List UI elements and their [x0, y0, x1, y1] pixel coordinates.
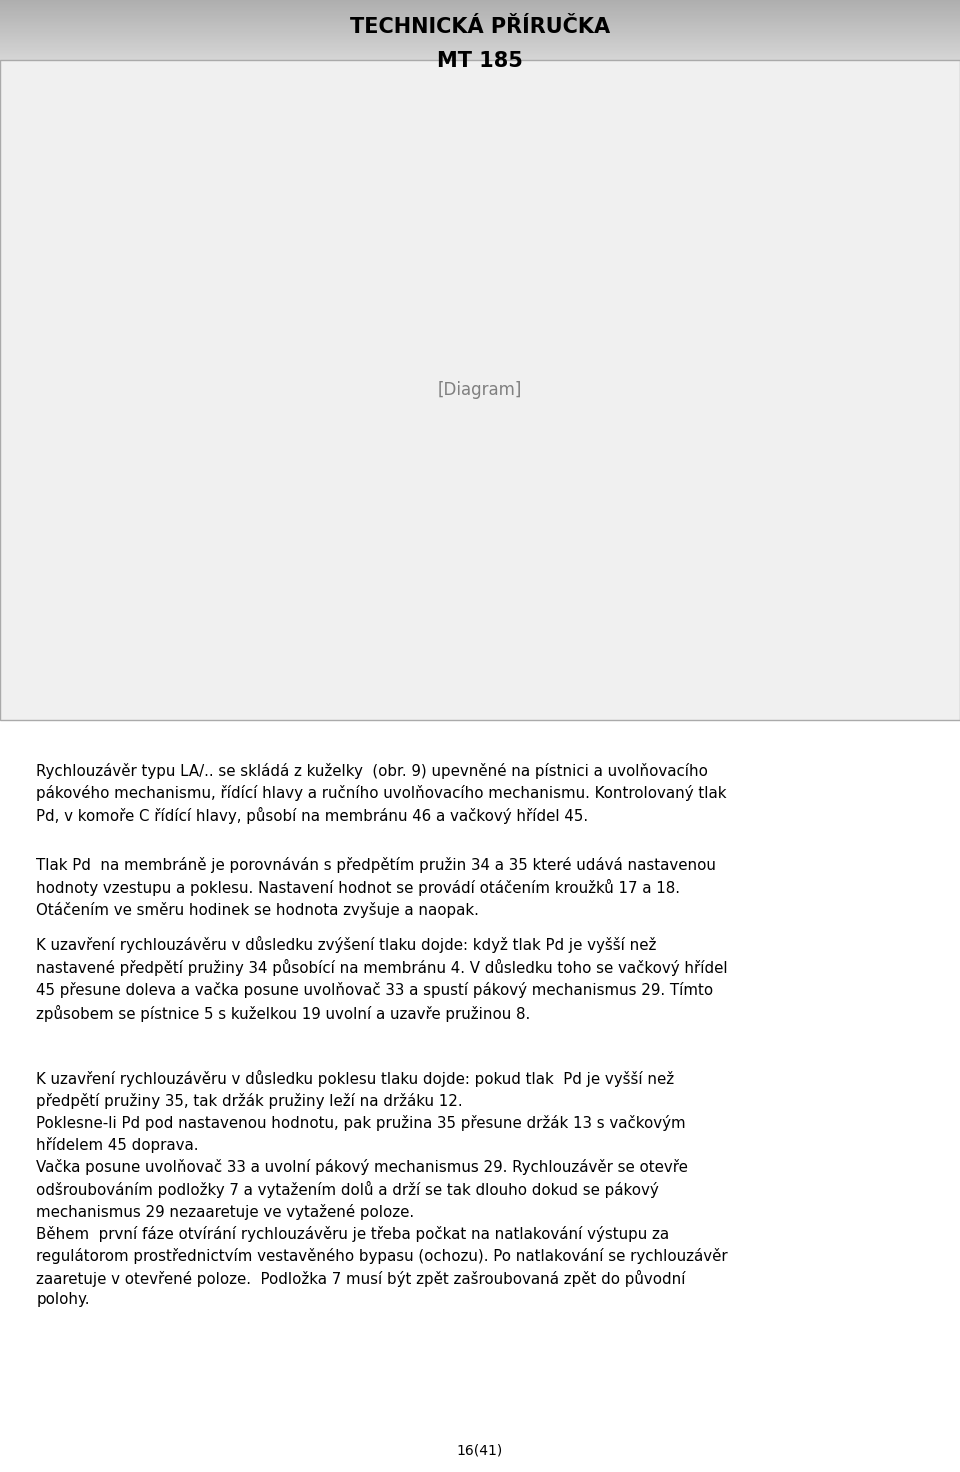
Bar [0, 4, 960, 6]
Text: Rychlouzávěr typu LA/.. se skládá z kuželky  (obr. 9) upevněné na pístnici a uvo: Rychlouzávěr typu LA/.. se skládá z kuže… [36, 762, 727, 824]
Bar [0, 66, 960, 68]
Bar [0, 62, 960, 63]
Bar [0, 54, 960, 56]
Bar [0, 31, 960, 34]
Bar [0, 28, 960, 29]
Bar [0, 12, 960, 15]
Bar [0, 69, 960, 72]
Bar [0, 72, 960, 75]
Bar [0, 54, 960, 57]
Bar [0, 35, 960, 38]
Bar [0, 10, 960, 13]
Bar [0, 12, 960, 13]
Bar [0, 1, 960, 4]
Bar [0, 29, 960, 32]
Bar [0, 9, 960, 10]
Bar [0, 18, 960, 21]
Bar [0, 57, 960, 60]
Bar [0, 22, 960, 25]
Bar [0, 16, 960, 18]
Bar [0, 59, 960, 60]
Text: 16(41): 16(41) [457, 1443, 503, 1457]
Bar [0, 37, 960, 40]
Bar [0, 25, 960, 28]
Text: [Diagram]: [Diagram] [438, 381, 522, 399]
Bar [0, 71, 960, 72]
Bar [0, 78, 960, 81]
Text: Poklesne-li Pd pod nastavenou hodnotu, pak pružina 35 přesune držák 13 s vačkový: Poklesne-li Pd pod nastavenou hodnotu, p… [36, 1114, 728, 1307]
Bar [0, 47, 960, 49]
Bar [0, 41, 960, 44]
Bar [0, 0, 960, 3]
Bar [0, 16, 960, 19]
Bar [0, 7, 960, 10]
Bar [0, 49, 960, 52]
Bar [0, 82, 960, 84]
Bar [0, 52, 960, 53]
Bar [0, 40, 960, 41]
Bar [0, 77, 960, 79]
Bar [0, 26, 960, 29]
Bar [0, 59, 960, 62]
Bar [0, 0, 960, 1]
Bar [0, 13, 960, 16]
Bar [0, 65, 960, 68]
Text: TECHNICKÁ PŘÍRUČKA: TECHNICKÁ PŘÍRUČKA [350, 18, 610, 37]
Bar [0, 35, 960, 37]
Bar [0, 53, 960, 56]
Bar [0, 52, 960, 54]
Bar [0, 21, 960, 22]
Bar [0, 43, 960, 44]
Bar [0, 9, 960, 12]
Bar [0, 74, 960, 75]
Bar [0, 34, 960, 37]
Bar [0, 78, 960, 79]
Bar [0, 31, 960, 32]
Bar [0, 38, 960, 41]
Bar [0, 79, 960, 82]
Bar [0, 28, 960, 31]
Bar [0, 46, 960, 49]
Bar [0, 24, 960, 26]
Bar [0, 82, 960, 85]
Bar [0, 50, 960, 53]
Bar [0, 63, 960, 65]
Bar [0, 47, 960, 50]
Text: MT 185: MT 185 [437, 52, 523, 72]
Bar [0, 60, 960, 720]
Bar [0, 32, 960, 35]
Bar [0, 19, 960, 22]
Bar [0, 21, 960, 24]
Text: K uzavření rychlouzávěru v důsledku poklesu tlaku dojde: pokud tlak  Pd je vyšší: K uzavření rychlouzávěru v důsledku pokl… [36, 1070, 675, 1108]
Text: K uzavření rychlouzávěru v důsledku zvýšení tlaku dojde: když tlak Pd je vyšší n: K uzavření rychlouzávěru v důsledku zvýš… [36, 936, 728, 1022]
Bar [0, 81, 960, 84]
Bar [0, 68, 960, 71]
Bar [0, 24, 960, 25]
Bar [0, 60, 960, 63]
Bar [0, 71, 960, 74]
Text: Tlak Pd  na membráně je porovnáván s předpětím pružin 34 a 35 které udává nastav: Tlak Pd na membráně je porovnáván s před… [36, 857, 716, 919]
Bar [0, 63, 960, 66]
Bar [0, 44, 960, 47]
Bar [0, 56, 960, 59]
Bar [0, 3, 960, 6]
Bar [0, 4, 960, 7]
Bar [0, 15, 960, 18]
Bar [0, 74, 960, 77]
Bar [0, 40, 960, 43]
Bar [0, 66, 960, 69]
Bar [0, 75, 960, 78]
Bar [0, 6, 960, 9]
Bar [0, 43, 960, 46]
